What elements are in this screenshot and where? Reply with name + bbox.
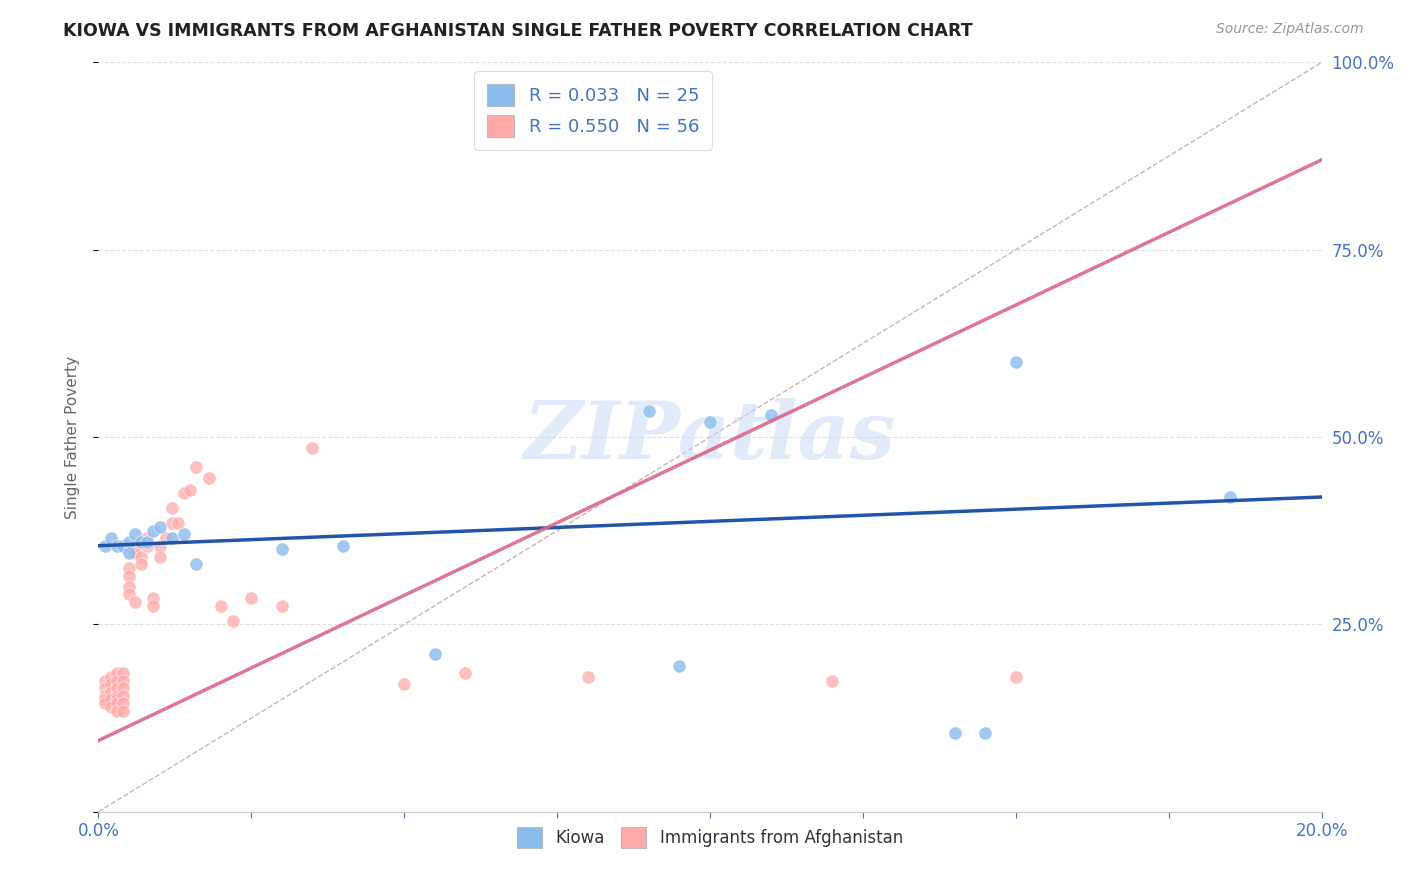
Point — [759, 408, 782, 422]
Point — [301, 442, 323, 456]
Point — [124, 546, 146, 560]
Point — [240, 591, 263, 606]
Point — [974, 726, 997, 740]
Point — [136, 539, 159, 553]
Point — [105, 696, 128, 710]
Point — [105, 689, 128, 703]
Point — [149, 549, 172, 564]
Point — [142, 599, 165, 613]
Point — [105, 692, 128, 706]
Y-axis label: Single Father Poverty: Single Father Poverty — [65, 356, 80, 518]
Point — [111, 681, 134, 695]
Point — [111, 704, 134, 718]
Point — [821, 673, 844, 688]
Point — [124, 539, 146, 553]
Point — [454, 666, 477, 681]
Point — [100, 670, 122, 684]
Point — [1219, 490, 1241, 504]
Point — [699, 415, 721, 429]
Point — [173, 486, 195, 500]
Point — [100, 685, 122, 699]
Point — [93, 689, 115, 703]
Point — [93, 673, 115, 688]
Point — [111, 666, 134, 681]
Point — [124, 527, 146, 541]
Point — [105, 673, 128, 688]
Point — [142, 591, 165, 606]
Point — [93, 696, 115, 710]
Point — [136, 535, 159, 549]
Point — [118, 587, 141, 601]
Point — [111, 689, 134, 703]
Point — [129, 558, 152, 572]
Point — [118, 535, 141, 549]
Point — [149, 539, 172, 553]
Point — [668, 658, 690, 673]
Point — [179, 483, 201, 497]
Point — [129, 549, 152, 564]
Point — [943, 726, 966, 740]
Text: ZIPatlas: ZIPatlas — [524, 399, 896, 475]
Point — [186, 460, 208, 475]
Point — [270, 542, 292, 557]
Point — [93, 681, 115, 695]
Point — [118, 546, 141, 560]
Point — [576, 670, 599, 684]
Point — [167, 516, 190, 531]
Point — [118, 561, 141, 575]
Point — [105, 539, 128, 553]
Point — [209, 599, 232, 613]
Point — [332, 539, 354, 553]
Point — [105, 681, 128, 695]
Point — [118, 568, 141, 582]
Point — [142, 524, 165, 538]
Point — [149, 520, 172, 534]
Point — [118, 580, 141, 594]
Point — [173, 527, 195, 541]
Point — [1004, 670, 1026, 684]
Point — [1004, 355, 1026, 369]
Point — [186, 558, 208, 572]
Point — [222, 614, 245, 628]
Point — [100, 531, 122, 545]
Point — [100, 699, 122, 714]
Point — [111, 539, 134, 553]
Point — [105, 704, 128, 718]
Point — [160, 531, 183, 545]
Point — [100, 692, 122, 706]
Point — [93, 539, 115, 553]
Text: Source: ZipAtlas.com: Source: ZipAtlas.com — [1216, 22, 1364, 37]
Point — [197, 471, 219, 485]
Point — [270, 599, 292, 613]
Point — [160, 516, 183, 531]
Point — [160, 501, 183, 516]
Point — [100, 677, 122, 691]
Point — [392, 677, 416, 691]
Point — [129, 535, 152, 549]
Point — [423, 648, 446, 662]
Point — [124, 595, 146, 609]
Point — [111, 673, 134, 688]
Text: KIOWA VS IMMIGRANTS FROM AFGHANISTAN SINGLE FATHER POVERTY CORRELATION CHART: KIOWA VS IMMIGRANTS FROM AFGHANISTAN SIN… — [63, 22, 973, 40]
Legend: Kiowa, Immigrants from Afghanistan: Kiowa, Immigrants from Afghanistan — [509, 819, 911, 855]
Point — [93, 692, 115, 706]
Point — [136, 531, 159, 545]
Point — [637, 404, 661, 418]
Point — [155, 531, 177, 545]
Point — [111, 696, 134, 710]
Point — [105, 666, 128, 681]
